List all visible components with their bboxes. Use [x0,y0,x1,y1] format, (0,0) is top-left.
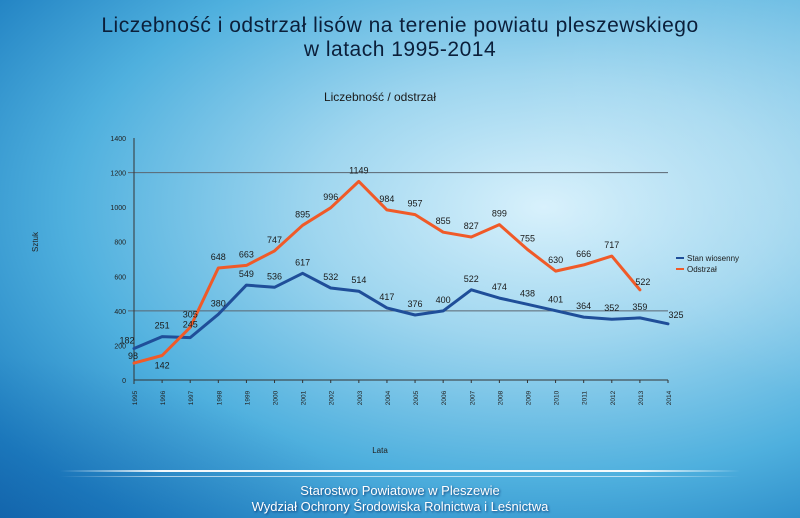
data-label: 957 [408,199,423,209]
y-tick-label: 1200 [110,171,126,178]
data-label: 617 [295,257,310,267]
data-label: 549 [239,269,254,279]
data-label: 522 [635,277,650,287]
data-label: 245 [183,320,198,330]
x-tick-label: 1996 [160,390,167,405]
data-label: 438 [520,288,535,298]
data-label: 855 [436,216,451,226]
x-axis-label: Lata [372,446,388,455]
data-label: 325 [668,310,683,320]
data-label: 663 [239,249,254,259]
data-label: 352 [604,303,619,313]
x-tick-label: 2010 [554,390,561,405]
y-tick-label: 200 [114,343,126,350]
x-tick-label: 2008 [497,390,504,405]
data-label: 630 [548,255,563,265]
data-label: 827 [464,221,479,231]
data-label: 899 [492,209,507,219]
data-label: 747 [267,235,282,245]
legend-label-stan: Stan wiosenny [687,254,739,263]
x-tick-label: 2006 [441,390,448,405]
x-tick-label: 2002 [329,390,336,405]
series-line-stan [132,271,670,350]
data-label: 376 [408,299,423,309]
data-label: 98 [128,351,138,361]
data-label: 142 [155,360,170,370]
x-tick-label: 2007 [469,390,476,405]
legend-label-odstrzal: Odstrzał [687,265,717,274]
data-label: 666 [576,249,591,259]
footer-divider [60,470,740,472]
data-label: 1149 [349,165,368,175]
data-label: 364 [576,301,591,311]
y-tick-label: 1400 [110,136,126,143]
data-label: 536 [267,271,282,281]
y-tick-label: 800 [114,240,126,247]
chart-title: Liczebność / odstrzał [323,90,437,104]
x-tick-label: 1999 [244,390,251,405]
data-label: 401 [548,295,563,305]
x-tick-label: 2009 [525,390,532,405]
data-label: 996 [323,192,338,202]
x-tick-label: 2011 [582,391,589,405]
data-label: 984 [379,194,394,204]
page-title: Liczebność i odstrzał lisów na terenie p… [0,14,800,62]
data-label: 359 [632,302,647,312]
x-tick-label: 1995 [132,390,139,405]
x-tick-label: 2000 [273,390,280,405]
data-label: 755 [520,233,535,243]
series-line-odstrzal [132,179,642,365]
x-tick-label: 2001 [301,390,308,405]
data-label: 648 [211,252,226,262]
data-label: 305 [183,309,198,319]
page-title-line2: w latach 1995-2014 [303,38,497,61]
footer-institution: Starostwo Powiatowe w Pleszewie [300,483,500,498]
x-tick-label: 2014 [666,390,673,405]
x-tick-label: 2004 [385,390,392,405]
x-tick-label: 2003 [357,390,364,405]
x-tick-label: 2013 [638,390,645,405]
data-label: 532 [323,272,338,282]
data-label: 895 [295,209,310,219]
y-tick-label: 400 [114,309,126,316]
data-label: 474 [492,282,507,292]
data-label: 514 [351,275,366,285]
page-title-line1: Liczebność i odstrzał lisów na terenie p… [101,14,699,37]
y-axis-label: Sztuk [31,231,40,252]
x-tick-label: 2005 [413,390,420,405]
data-label: 522 [464,274,479,284]
y-tick-label: 1000 [110,205,126,212]
data-label: 251 [155,321,170,331]
x-tick-label: 1997 [188,390,195,405]
footer-divider-thin [60,476,740,477]
data-label: 717 [604,240,619,250]
data-label: 417 [379,292,394,302]
y-tick-label: 0 [122,378,126,385]
data-label: 400 [436,295,451,305]
data-label: 182 [119,336,134,346]
x-tick-label: 2012 [610,390,617,405]
x-tick-label: 1998 [216,390,223,405]
y-tick-label: 600 [114,274,126,281]
data-label: 380 [211,298,226,308]
footer-department: Wydział Ochrony Środowiska Rolnictwa i L… [251,499,549,514]
